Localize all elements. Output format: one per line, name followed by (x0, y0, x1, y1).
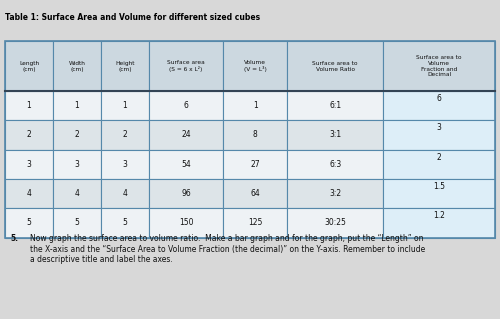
Text: 6: 6 (184, 101, 188, 110)
Text: 5: 5 (26, 219, 32, 227)
Text: 54: 54 (181, 160, 191, 169)
Bar (288, 208, 383, 238)
Text: Length
(cm): Length (cm) (19, 61, 39, 71)
Text: 150: 150 (179, 219, 194, 227)
Text: Table 1: Surface Area and Volume for different sized cubes: Table 1: Surface Area and Volume for dif… (5, 13, 260, 22)
Text: 1: 1 (26, 101, 32, 110)
Text: 3:1: 3:1 (329, 130, 342, 139)
Text: 3: 3 (26, 160, 32, 169)
Bar (224, 208, 288, 238)
Bar (149, 208, 224, 238)
Bar (224, 179, 288, 208)
Bar (5, 208, 53, 238)
Text: Surface area to
Volume Ratio: Surface area to Volume Ratio (312, 61, 358, 71)
Text: 3: 3 (122, 160, 128, 169)
Bar (149, 150, 224, 179)
Bar (53, 208, 101, 238)
Bar (383, 150, 495, 179)
Bar (53, 150, 101, 179)
Text: Surface area to
Volume
Fraction and
Decimal: Surface area to Volume Fraction and Deci… (416, 55, 462, 78)
Bar (288, 41, 383, 91)
Text: 4: 4 (122, 189, 128, 198)
Text: 96: 96 (181, 189, 191, 198)
Text: 2: 2 (122, 130, 127, 139)
Bar (101, 120, 149, 150)
Bar (5, 91, 53, 120)
Bar (5, 120, 53, 150)
Bar (101, 41, 149, 91)
Bar (101, 179, 149, 208)
Text: 3:2: 3:2 (329, 189, 342, 198)
Text: 30:25: 30:25 (324, 219, 346, 227)
Text: 3: 3 (74, 160, 80, 169)
Bar (383, 179, 495, 208)
Bar (224, 120, 288, 150)
Text: 2: 2 (74, 130, 80, 139)
Bar (383, 208, 495, 238)
Text: 27: 27 (250, 160, 260, 169)
Text: Width
(cm): Width (cm) (68, 61, 86, 71)
Bar (5, 179, 53, 208)
Text: 1: 1 (74, 101, 80, 110)
Bar (383, 41, 495, 91)
Text: Volume
(V = L³): Volume (V = L³) (244, 60, 267, 72)
Text: 2: 2 (436, 153, 442, 162)
Bar (101, 150, 149, 179)
Text: 8: 8 (253, 130, 258, 139)
Text: 4: 4 (26, 189, 32, 198)
Bar (224, 150, 288, 179)
Text: 4: 4 (74, 189, 80, 198)
Bar (53, 91, 101, 120)
Text: Height
(cm): Height (cm) (115, 61, 134, 71)
Text: 1.2: 1.2 (433, 211, 445, 220)
Text: 64: 64 (250, 189, 260, 198)
Bar (101, 91, 149, 120)
Text: 6:3: 6:3 (329, 160, 342, 169)
Bar (149, 91, 224, 120)
Bar (53, 41, 101, 91)
Bar (149, 179, 224, 208)
Bar (288, 120, 383, 150)
Text: 125: 125 (248, 219, 262, 227)
Bar (149, 120, 224, 150)
Text: 5.: 5. (10, 234, 18, 243)
Text: 5: 5 (122, 219, 128, 227)
Text: Surface area
(S = 6 x L²): Surface area (S = 6 x L²) (167, 60, 205, 72)
Bar (224, 91, 288, 120)
Bar (288, 150, 383, 179)
Bar (53, 179, 101, 208)
Text: 2: 2 (26, 130, 32, 139)
Bar (5, 41, 53, 91)
Bar (383, 120, 495, 150)
Bar (5, 150, 53, 179)
Bar (288, 91, 383, 120)
Bar (5, 41, 495, 238)
Text: 3: 3 (436, 123, 442, 132)
Text: 1: 1 (253, 101, 258, 110)
Bar (288, 179, 383, 208)
Text: 1.5: 1.5 (433, 182, 445, 191)
Text: 6:1: 6:1 (329, 101, 342, 110)
Text: Now graph the surface area to volume ratio.  Make a bar graph and for the graph,: Now graph the surface area to volume rat… (30, 234, 425, 264)
Bar (149, 41, 224, 91)
Bar (383, 91, 495, 120)
Bar (224, 41, 288, 91)
Text: 24: 24 (182, 130, 191, 139)
Bar (101, 208, 149, 238)
Bar (53, 120, 101, 150)
Text: 5: 5 (74, 219, 80, 227)
Text: 1: 1 (122, 101, 127, 110)
Text: 6: 6 (436, 94, 442, 103)
